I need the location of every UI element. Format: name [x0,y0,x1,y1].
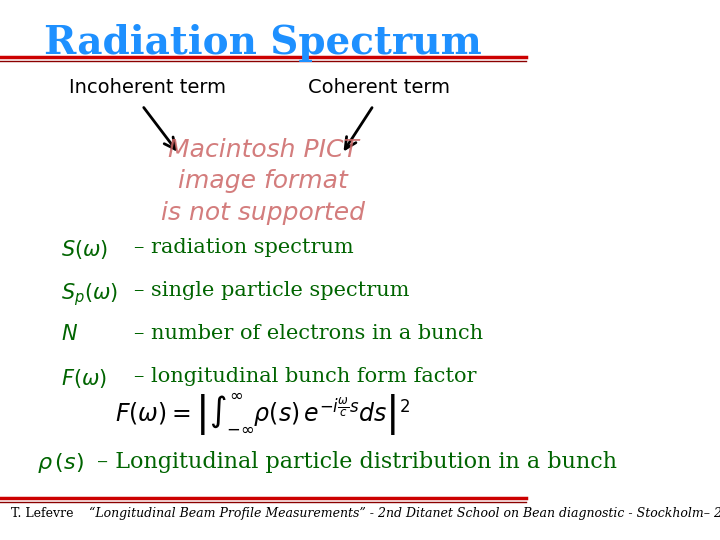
Text: “Longitudinal Beam Profile Measurements” - 2nd Ditanet School on Bean diagnostic: “Longitudinal Beam Profile Measurements”… [89,507,720,520]
Text: – radiation spectrum: – radiation spectrum [134,238,354,256]
Text: $F(\omega)=\left|\int_{-\infty}^{\infty}\rho(s)\,e^{-i\frac{\omega}{c}s}ds\right: $F(\omega)=\left|\int_{-\infty}^{\infty}… [115,392,411,438]
Text: – single particle spectrum: – single particle spectrum [134,281,410,300]
Text: $S(\omega)$: $S(\omega)$ [60,238,108,261]
Text: – longitudinal bunch form factor: – longitudinal bunch form factor [134,367,477,386]
Text: $N$: $N$ [60,324,78,344]
Text: $F(\omega)$: $F(\omega)$ [60,367,107,390]
Text: – number of electrons in a bunch: – number of electrons in a bunch [134,324,483,343]
Text: Incoherent term: Incoherent term [69,78,226,97]
Text: $\rho\,(s)$: $\rho\,(s)$ [37,451,84,475]
Text: Coherent term: Coherent term [308,78,450,97]
Text: – Longitudinal particle distribution in a bunch: – Longitudinal particle distribution in … [97,451,617,473]
Text: T. Lefevre: T. Lefevre [11,507,73,519]
Text: Macintosh PICT
image format
is not supported: Macintosh PICT image format is not suppo… [161,138,365,225]
Text: $S_p(\omega)$: $S_p(\omega)$ [60,281,117,308]
Text: Radiation Spectrum: Radiation Spectrum [44,24,482,62]
